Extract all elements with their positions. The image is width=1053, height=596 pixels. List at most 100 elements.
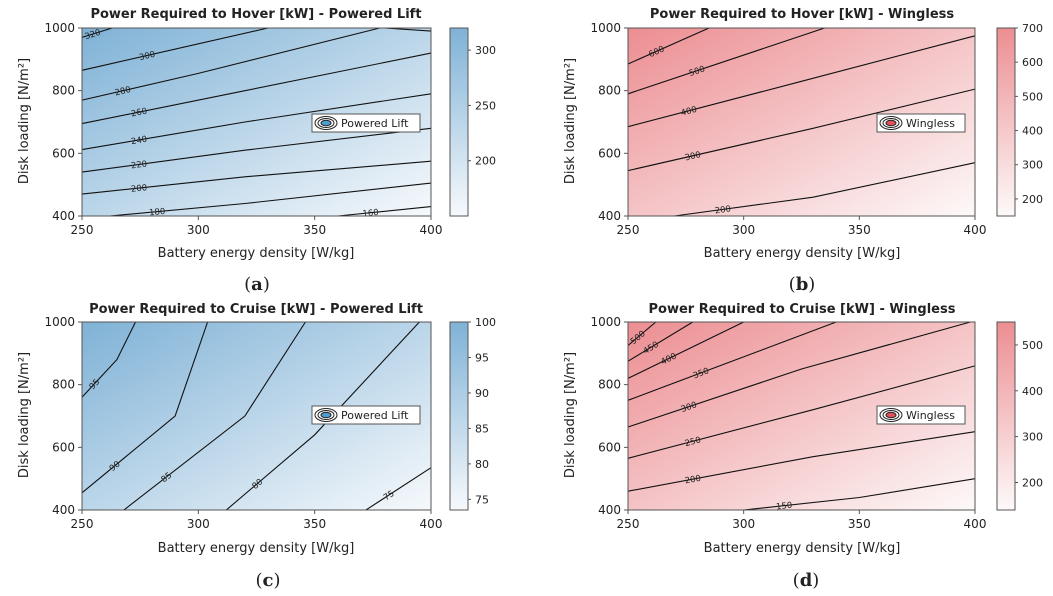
colorbar-tick-label: 600 xyxy=(1022,56,1043,69)
contour-label: 220 xyxy=(130,159,147,171)
contour-line-160 xyxy=(337,206,432,217)
y-tick-label: 400 xyxy=(598,503,621,517)
contour-label: 250 xyxy=(684,435,702,449)
x-tick-label: 250 xyxy=(617,223,640,237)
x-tick-label: 300 xyxy=(187,517,210,531)
legend-label: Wingless xyxy=(906,409,955,422)
x-tick-label: 300 xyxy=(732,223,755,237)
contour-line-600 xyxy=(627,27,710,65)
colorbar-tick-label: 700 xyxy=(1022,22,1043,35)
x-tick-label: 400 xyxy=(964,223,987,237)
y-tick-label: 600 xyxy=(52,440,75,454)
contour-label: 200 xyxy=(131,183,148,195)
contour-line-280 xyxy=(384,27,432,32)
x-tick-label: 250 xyxy=(617,517,640,531)
contour-label: 200 xyxy=(684,474,702,487)
panel-d-ylabel: Disk loading [N/m²] xyxy=(563,352,578,478)
contour-label: 200 xyxy=(714,204,731,216)
contour-line-200 xyxy=(627,431,976,492)
contour-line-280 xyxy=(81,27,380,101)
panel-c: Power Required to Cruise [kW] - Powered … xyxy=(17,302,423,591)
legend-symbol xyxy=(320,411,332,419)
y-tick-label: 600 xyxy=(598,146,621,160)
colorbar xyxy=(996,27,1016,217)
panel-b: Power Required to Hover [kW] - Wingless … xyxy=(563,7,954,295)
panel-a: Power Required to Hover [kW] - Powered L… xyxy=(17,7,422,295)
y-tick-label: 1000 xyxy=(590,21,621,35)
contour-label: 160 xyxy=(362,208,379,220)
colorbar-tick-label: 80 xyxy=(475,458,489,471)
legend-label: Powered Lift xyxy=(341,117,409,130)
contour-line-75 xyxy=(365,467,432,511)
contour-label: 320 xyxy=(84,28,102,42)
legend-label: Wingless xyxy=(906,117,955,130)
x-tick-label: 350 xyxy=(848,223,871,237)
plot-frame xyxy=(81,27,432,217)
panel-a-xlabel: Battery energy density [W/kg] xyxy=(158,246,355,261)
colorbar-tick-label: 85 xyxy=(475,422,489,435)
contour-label: 300 xyxy=(138,50,156,63)
legend-symbol xyxy=(320,119,332,127)
colorbar-tick-label: 200 xyxy=(1022,476,1043,489)
contour-line-150 xyxy=(743,478,976,511)
contour-label: 180 xyxy=(149,207,166,218)
colorbar-tick-label: 200 xyxy=(1022,193,1043,206)
x-tick-label: 400 xyxy=(420,517,443,531)
legend-symbol xyxy=(885,119,897,127)
colorbar-tick-label: 100 xyxy=(475,316,496,329)
panel-a-sublabel: (a) xyxy=(244,274,270,295)
colorbar-tick-label: 200 xyxy=(475,155,496,168)
panel-c-sublabel: (c) xyxy=(255,570,280,591)
panel-b-sublabel: (b) xyxy=(789,274,816,295)
x-tick-label: 350 xyxy=(848,517,871,531)
legend-symbol xyxy=(885,411,897,419)
colorbar-tick-label: 75 xyxy=(475,493,489,506)
contour-line-300 xyxy=(627,88,976,172)
contour-line-500 xyxy=(627,27,825,95)
y-tick-label: 800 xyxy=(52,84,75,98)
legend-label: Powered Lift xyxy=(341,409,409,422)
contour-line-200 xyxy=(674,162,976,217)
contour-line-80 xyxy=(225,321,420,511)
colorbar-tick-label: 95 xyxy=(475,351,489,364)
contour-line-220 xyxy=(81,127,432,173)
legend-box xyxy=(311,405,421,425)
contour-label: 500 xyxy=(688,64,707,79)
y-tick-label: 1000 xyxy=(590,315,621,329)
x-tick-label: 250 xyxy=(71,517,94,531)
contour-line-260 xyxy=(81,52,432,125)
plot-a: 320 300 280 260 240 220 200 180 160 250 300 350 400 4… xyxy=(44,21,496,237)
colorbar-tick-label: 300 xyxy=(1022,431,1043,444)
y-tick-label: 600 xyxy=(52,146,75,160)
contour-line-180 xyxy=(109,182,432,217)
plot-frame xyxy=(81,321,432,511)
contour-line-300 xyxy=(81,27,269,71)
panel-d-title: Power Required to Cruise [kW] - Wingless xyxy=(649,302,956,317)
contour-label: 150 xyxy=(776,501,793,513)
colorbar-tick-label: 300 xyxy=(475,44,496,57)
colorbar-tick-label: 500 xyxy=(1022,90,1043,103)
contour-line-350 xyxy=(627,321,837,401)
y-tick-label: 400 xyxy=(598,209,621,223)
x-tick-label: 350 xyxy=(303,517,326,531)
x-tick-label: 350 xyxy=(303,223,326,237)
x-tick-label: 400 xyxy=(420,223,443,237)
colorbar-tick-label: 400 xyxy=(1022,125,1043,138)
contour-line-320 xyxy=(81,27,113,38)
panel-c-title: Power Required to Cruise [kW] - Powered … xyxy=(89,302,423,317)
x-tick-label: 300 xyxy=(187,223,210,237)
x-tick-label: 300 xyxy=(732,517,755,531)
contour-line-250 xyxy=(627,365,976,459)
y-tick-label: 600 xyxy=(598,440,621,454)
y-tick-label: 1000 xyxy=(44,315,75,329)
contour-line-400 xyxy=(627,321,744,379)
panel-a-title: Power Required to Hover [kW] - Powered L… xyxy=(90,7,421,22)
colorbar xyxy=(449,27,469,217)
contour-label: 75 xyxy=(382,489,397,503)
y-tick-label: 800 xyxy=(598,84,621,98)
contour-label: 400 xyxy=(680,105,698,119)
panel-b-xlabel: Battery energy density [W/kg] xyxy=(704,246,901,261)
